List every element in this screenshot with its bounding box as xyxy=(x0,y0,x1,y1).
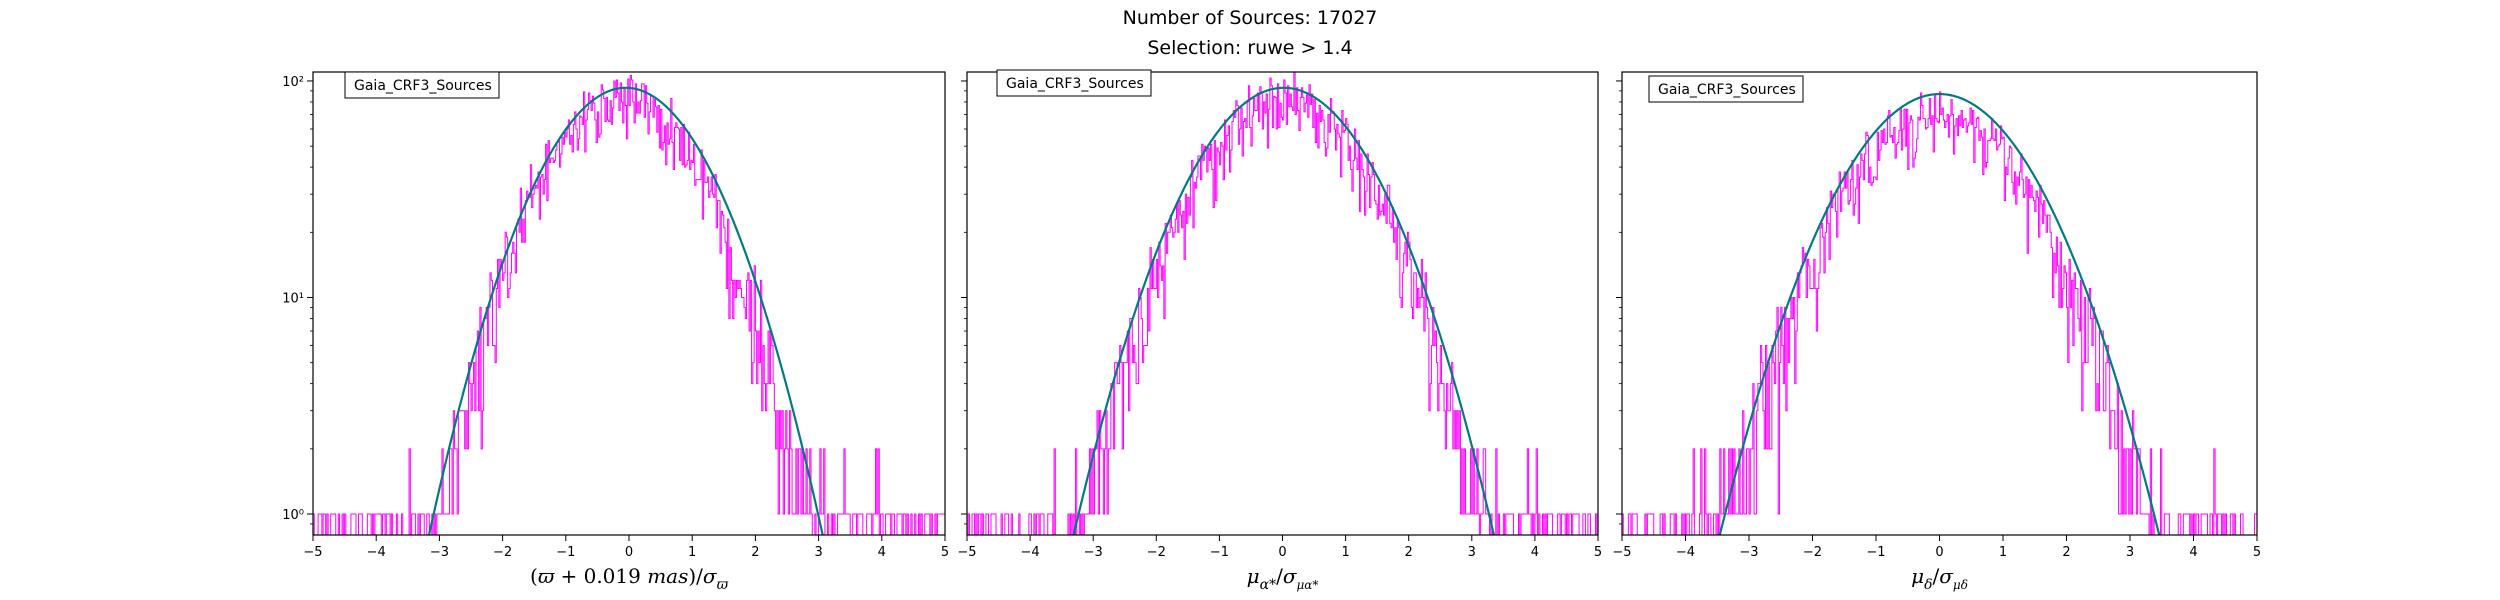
axes-frame xyxy=(312,71,946,536)
panel-pmra: −5 −4 −3 −2 −1 0 1 2 3 4 5 Gaia_CRF3_Sources μα*/σμα… xyxy=(957,69,1602,593)
panel-pmdec: −5 −4 −3 −2 −1 0 1 2 3 4 5 Gaia_CRF3_Sources μδ/σμδ xyxy=(1612,71,2261,593)
x-tick-label: −3 xyxy=(430,545,449,560)
x-tick-label: 1 xyxy=(1999,545,2007,560)
legend-label: Gaia_CRF3_Sources xyxy=(1658,82,1796,98)
fit-curve xyxy=(1718,92,2161,535)
x-tick-label: −1 xyxy=(556,545,575,560)
fit-curve xyxy=(427,86,824,535)
plot-area xyxy=(1622,91,2257,535)
x-tick-label: −1 xyxy=(1866,545,1885,560)
x-tick-label: 0 xyxy=(1935,545,1943,560)
y-tick-label: 10⁰ xyxy=(282,508,304,523)
x-tick-label: 0 xyxy=(625,545,633,560)
histogram-series xyxy=(313,74,945,535)
y-tick-label: 10¹ xyxy=(282,291,304,306)
x-tick-label: 2 xyxy=(2062,545,2070,560)
x-tick-label: 4 xyxy=(878,545,886,560)
y-tick-label: 10² xyxy=(282,75,304,90)
x-tick-label: 2 xyxy=(1405,545,1413,560)
x-tick-label: −1 xyxy=(1210,545,1229,560)
plot-area xyxy=(967,72,1598,535)
x-tick-label: −4 xyxy=(1021,545,1040,560)
x-tick-label: 3 xyxy=(2126,545,2134,560)
x-axis-label: μα*/σμα* xyxy=(1247,564,1319,593)
x-tick-label: −3 xyxy=(1084,545,1103,560)
x-tick-label: −2 xyxy=(1147,545,1166,560)
x-tick-label: 3 xyxy=(814,545,822,560)
legend-box xyxy=(344,71,500,99)
x-tick-label: −3 xyxy=(1739,545,1758,560)
figure-title-line1: Number of Sources: 17027 xyxy=(1123,7,1378,29)
x-tick-label: −5 xyxy=(303,545,322,560)
legend-label: Gaia_CRF3_Sources xyxy=(354,78,492,94)
legend-label: Gaia_CRF3_Sources xyxy=(1006,76,1144,92)
legend-box xyxy=(996,69,1152,97)
x-tick-label: −2 xyxy=(493,545,512,560)
figure-title-line2: Selection: ruwe > 1.4 xyxy=(1147,37,1352,59)
x-axis-label: μδ/σμδ xyxy=(1911,564,1968,593)
x-tick-label: −4 xyxy=(1676,545,1695,560)
x-tick-label: 5 xyxy=(2253,545,2261,560)
axes-frame xyxy=(966,71,1599,536)
histogram-series xyxy=(1622,91,2257,535)
x-tick-label: 2 xyxy=(751,545,759,560)
x-tick-label: −2 xyxy=(1803,545,1822,560)
x-tick-label: −5 xyxy=(957,545,976,560)
x-tick-label: 1 xyxy=(688,545,696,560)
x-tick-label: 0 xyxy=(1278,545,1286,560)
fit-curve xyxy=(1072,86,1496,535)
x-axis-label: (ϖ + 0.019 mas)/σϖ xyxy=(530,564,729,593)
x-tick-label: 5 xyxy=(941,545,949,560)
legend-box xyxy=(1648,75,1804,103)
x-tick-label: −4 xyxy=(367,545,386,560)
x-tick-label: 5 xyxy=(1594,545,1602,560)
x-tick-label: 1 xyxy=(1341,545,1349,560)
panel-parallax: −5 −4 −3 −2 −1 0 1 2 3 4 5 10⁰ 10¹ 10² Gaia_CRF3_Sourc… xyxy=(282,71,949,593)
x-tick-label: 4 xyxy=(1531,545,1539,560)
x-tick-label: 3 xyxy=(1468,545,1476,560)
histogram-series xyxy=(967,72,1598,535)
x-tick-label: 4 xyxy=(2189,545,2197,560)
x-tick-label: −5 xyxy=(1612,545,1631,560)
plot-area xyxy=(313,74,945,535)
